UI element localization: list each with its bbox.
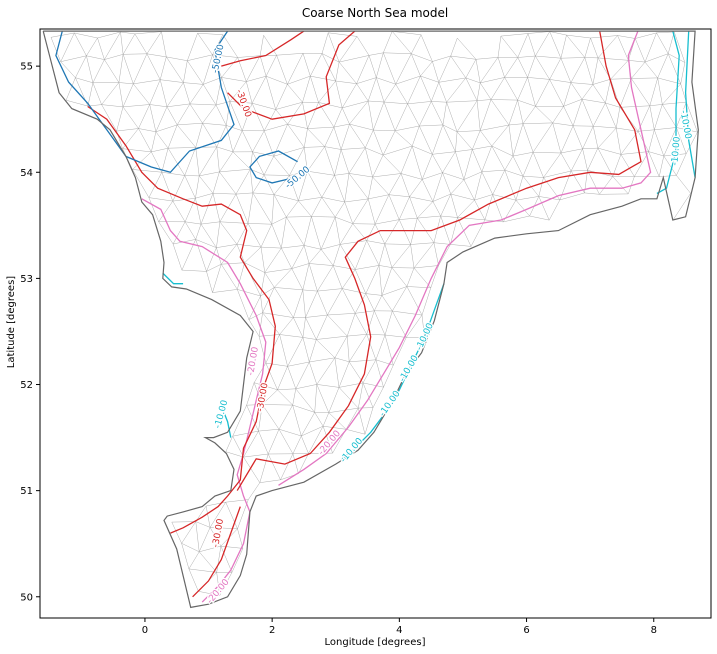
contour-line-m30-3 [221, 30, 305, 67]
y-tick-label: 50 [20, 592, 33, 603]
coastline-layer [42, 30, 699, 609]
x-tick-label: 2 [269, 625, 275, 636]
contour-label: -10.00 [398, 354, 421, 384]
y-axis-label: Latitude [degrees] [6, 276, 17, 368]
contour-line-m10-2 [341, 283, 445, 460]
contour-line-m30-2 [236, 30, 642, 491]
contour-label: -20.00 [205, 577, 231, 606]
contour-label: -50.00 [211, 43, 227, 74]
contour-layer [55, 30, 696, 603]
contour-label: -30.00 [233, 88, 252, 119]
y-tick-label: 51 [20, 486, 33, 497]
contour-label: -30.00 [256, 382, 271, 413]
contour-line-m10-4 [220, 405, 232, 438]
contour-label: -50.00 [284, 165, 313, 191]
x-tick-label: 0 [142, 625, 148, 636]
contour-line-m30-1 [192, 506, 241, 598]
coastline [42, 30, 699, 609]
mesh-edges [50, 31, 698, 596]
y-tick-label: 55 [20, 62, 33, 73]
contour-line-m10-1 [656, 30, 680, 195]
contour-line-m20-1 [278, 30, 652, 486]
contour-label: -10.00 [339, 436, 365, 465]
y-tick-label: 52 [20, 380, 33, 391]
contour-label: -10.00 [678, 109, 693, 140]
contour-line-m50-1 [249, 150, 298, 184]
contour-line-m50-0 [55, 30, 235, 174]
plot-frame [39, 28, 712, 619]
chart-title: Coarse North Sea model [302, 6, 448, 20]
contour-line-m20-0 [141, 198, 267, 603]
x-axis-label: Longitude [degrees] [325, 637, 426, 648]
contour-line-m10-0 [684, 31, 696, 178]
x-tick-label: 4 [396, 625, 402, 636]
y-tick-label: 54 [20, 168, 33, 179]
contour-label: -10.00 [670, 136, 683, 166]
tick-layer: 0 2 4 6 8 50 51 52 53 54 55 [20, 62, 657, 636]
y-tick-label: 53 [20, 274, 33, 285]
contour-line-m30-0 [87, 105, 276, 534]
x-tick-label: 8 [651, 625, 657, 636]
contour-line-m30-4 [227, 30, 356, 120]
contour-label: -10.00 [415, 321, 436, 352]
contour-line-m10-3 [162, 272, 184, 285]
x-tick-label: 6 [523, 625, 529, 636]
contour-label: -10.00 [378, 389, 403, 419]
mesh-layer [50, 31, 698, 596]
